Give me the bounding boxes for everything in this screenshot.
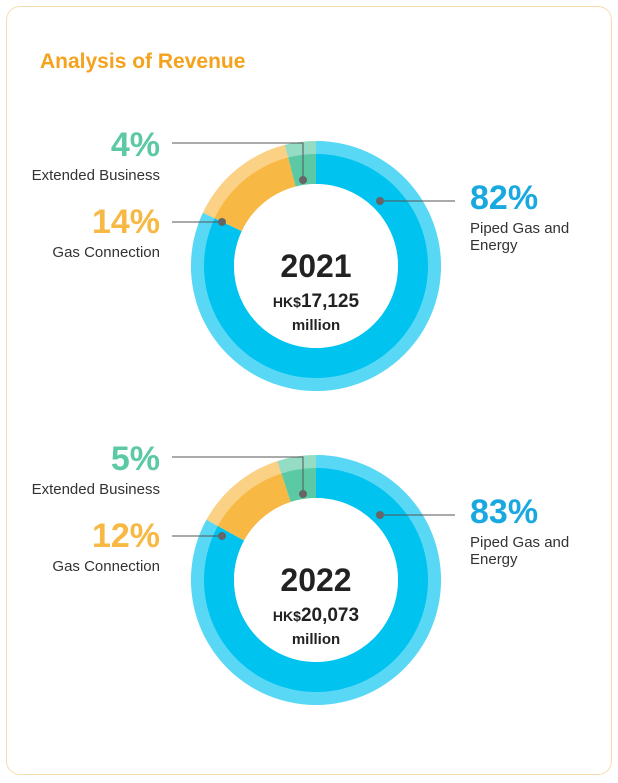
card <box>6 6 612 775</box>
page-title: Analysis of Revenue <box>40 50 246 73</box>
donut-segment-rim <box>284 141 316 158</box>
currency: HK$ <box>273 608 301 624</box>
leader-dot <box>218 218 226 226</box>
unit-label: million <box>292 317 340 334</box>
percent-label: 4% <box>110 126 160 164</box>
donut-segment-rim <box>277 455 316 474</box>
leader-line <box>172 456 304 494</box>
unit-label: million <box>292 631 340 648</box>
segment-label: 14% Gas Connection <box>52 203 160 262</box>
donut-segment <box>206 461 291 541</box>
leader-line <box>172 142 304 180</box>
percent-label: 14% <box>91 203 160 241</box>
total-value: 20,073 <box>301 605 359 626</box>
donut-hole <box>234 498 398 662</box>
percent-label: 5% <box>110 440 160 478</box>
donut-segment-rim <box>206 461 282 527</box>
donut-segment <box>202 144 296 232</box>
donut-hole <box>234 184 398 348</box>
donut-segment <box>284 141 316 187</box>
leader-dot <box>218 532 226 540</box>
category-label: Piped Gas and Energy <box>470 534 570 568</box>
segment-label: 5% Extended Business <box>31 440 160 499</box>
leader-dot <box>376 511 384 519</box>
percent-label: 12% <box>91 517 160 555</box>
total-value: 17,125 <box>301 291 360 312</box>
percent-label: 82% <box>470 179 539 217</box>
leader-dot <box>376 197 384 205</box>
leader-dot <box>299 176 307 184</box>
category-label: Extended Business <box>31 167 160 185</box>
leader-dot <box>299 490 307 498</box>
segment-label: 12% Gas Connection <box>52 517 160 576</box>
total-label: HK$17,125 <box>273 291 360 312</box>
segment-label: 4% Extended Business <box>31 126 160 185</box>
percent-label: 83% <box>470 493 539 531</box>
category-label: Gas Connection <box>52 558 160 576</box>
total-label: HK$20,073 <box>273 605 359 626</box>
donut-segment-rim <box>202 144 289 219</box>
category-label: Gas Connection <box>52 244 160 262</box>
segment-label: 82% Piped Gas and Energy <box>470 179 590 254</box>
year-label: 2021 <box>280 248 351 284</box>
segment-label: 83% Piped Gas and Energy <box>470 493 590 568</box>
currency: HK$ <box>273 294 301 310</box>
category-label: Piped Gas and Energy <box>470 220 570 254</box>
category-label: Extended Business <box>31 481 160 499</box>
year-label: 2022 <box>280 562 351 598</box>
donut-segment <box>277 455 316 503</box>
